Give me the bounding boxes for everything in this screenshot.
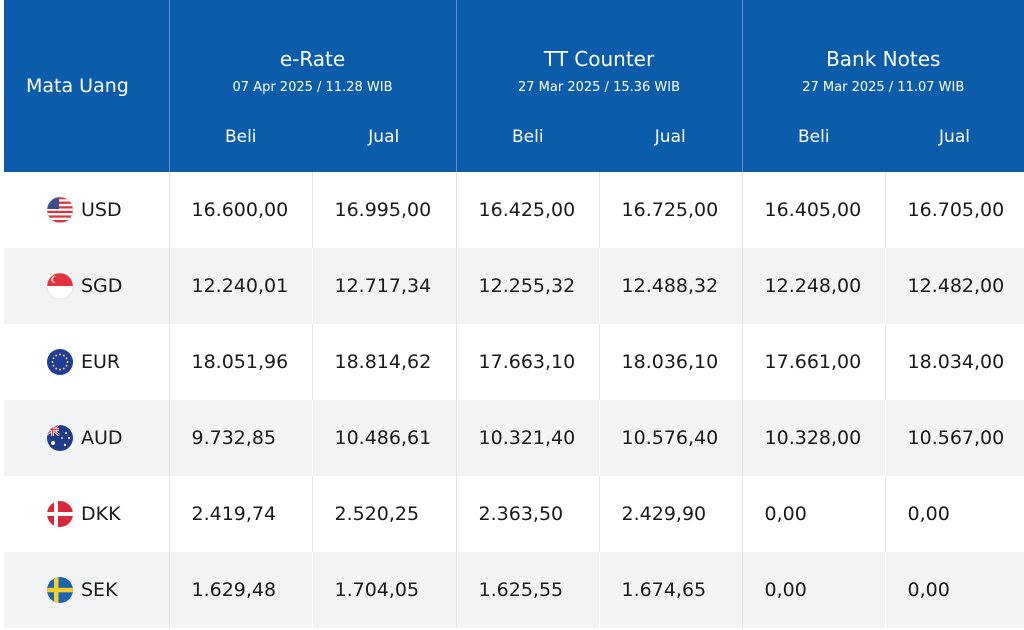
- e-rate-header: e-Rate 07 Apr 2025 / 11.28 WIB: [169, 0, 457, 102]
- bank-notes-sell-header: Jual: [885, 102, 1024, 172]
- tt-counter-sell-value: 2.429,90: [599, 476, 743, 552]
- currency-cell: USD: [4, 172, 170, 248]
- tt-counter-sell-value: 10.576,40: [599, 400, 743, 476]
- bank-notes-buy-value: 0,00: [742, 552, 886, 628]
- bank-notes-sell-value: 10.567,00: [885, 400, 1024, 476]
- group-title: TT Counter: [543, 47, 655, 71]
- tt-counter-buy-header: Beli: [456, 102, 600, 172]
- currency-cell: SGD: [4, 248, 170, 324]
- e-rate-buy-value: 16.600,00: [169, 172, 313, 248]
- e-rate-buy-header: Beli: [169, 102, 312, 172]
- exchange-rate-table: Mata Uang e-Rate 07 Apr 2025 / 11.28 WIB…: [4, 0, 1024, 628]
- bank-notes-buy-value: 16.405,00: [742, 172, 886, 248]
- currency-code: EUR: [81, 351, 121, 373]
- currency-column-header: Mata Uang: [4, 0, 170, 172]
- tt-counter-buy-value: 12.255,32: [456, 248, 600, 324]
- currency-cell: EUR: [4, 324, 170, 400]
- table-row: USD 16.600,00 16.995,00 16.425,00 16.725,00 1…: [4, 172, 1024, 248]
- e-rate-sell-value: 18.814,62: [312, 324, 457, 400]
- tt-counter-buy-value: 17.663,10: [456, 324, 600, 400]
- group-date: 27 Mar 2025 / 15.36 WIB: [518, 80, 681, 95]
- e-rate-buy-value: 1.629,48: [169, 552, 313, 628]
- currency-code: SGD: [81, 275, 123, 297]
- bank-notes-sell-value: 16.705,00: [885, 172, 1024, 248]
- tt-counter-sell-value: 18.036,10: [599, 324, 743, 400]
- e-rate-sell-value: 1.704,05: [312, 552, 457, 628]
- bank-notes-buy-value: 12.248,00: [742, 248, 886, 324]
- group-title: e-Rate: [279, 47, 346, 71]
- group-date: 27 Mar 2025 / 11.07 WIB: [802, 80, 965, 95]
- currency-cell: DKK: [4, 476, 170, 552]
- bank-notes-sell-value: 12.482,00: [885, 248, 1024, 324]
- bank-notes-buy-value: 0,00: [742, 476, 886, 552]
- e-rate-sell-value: 16.995,00: [312, 172, 457, 248]
- table-row: DKK 2.419,74 2.520,25 2.363,50 2.429,90 0,00 0…: [4, 476, 1024, 552]
- tt-counter-buy-value: 16.425,00: [456, 172, 600, 248]
- table-row: SGD 12.240,01 12.717,34 12.255,32 12.488,32 1…: [4, 248, 1024, 324]
- e-rate-sell-header: Jual: [312, 102, 457, 172]
- tt-counter-sell-value: 12.488,32: [599, 248, 743, 324]
- tt-counter-buy-value: 2.363,50: [456, 476, 600, 552]
- currency-code: AUD: [81, 427, 123, 449]
- australia-flag-icon: [46, 424, 74, 452]
- group-date: 07 Apr 2025 / 11.28 WIB: [232, 80, 393, 95]
- table-row: AUD 9.732,85 10.486,61 10.321,40 10.576,40 10…: [4, 400, 1024, 476]
- currency-cell: SEK: [4, 552, 170, 628]
- bank-notes-buy-header: Beli: [742, 102, 886, 172]
- bank-notes-sell-value: 0,00: [885, 552, 1024, 628]
- currency-cell: AUD: [4, 400, 170, 476]
- table-row: SEK 1.629,48 1.704,05 1.625,55 1.674,65 0,00 0…: [4, 552, 1024, 628]
- bank-notes-sell-value: 18.034,00: [885, 324, 1024, 400]
- e-rate-buy-value: 9.732,85: [169, 400, 313, 476]
- tt-counter-sell-value: 16.725,00: [599, 172, 743, 248]
- e-rate-sell-value: 10.486,61: [312, 400, 457, 476]
- e-rate-buy-value: 12.240,01: [169, 248, 313, 324]
- e-rate-buy-value: 18.051,96: [169, 324, 313, 400]
- e-rate-sell-value: 2.520,25: [312, 476, 457, 552]
- sweden-flag-icon: [46, 576, 74, 604]
- bank-notes-sell-value: 0,00: [885, 476, 1024, 552]
- bank-notes-buy-value: 17.661,00: [742, 324, 886, 400]
- table-header: Mata Uang e-Rate 07 Apr 2025 / 11.28 WIB…: [4, 0, 1024, 172]
- tt-counter-buy-value: 1.625,55: [456, 552, 600, 628]
- eu-flag-icon: [46, 348, 74, 376]
- currency-code: SEK: [81, 579, 118, 601]
- tt-counter-sell-value: 1.674,65: [599, 552, 743, 628]
- singapore-flag-icon: [46, 272, 74, 300]
- tt-counter-header: TT Counter 27 Mar 2025 / 15.36 WIB: [456, 0, 743, 102]
- table-row: EUR 18.051,96 18.814,62 17.663,10 18.036,10 1…: [4, 324, 1024, 400]
- currency-code: USD: [81, 199, 122, 221]
- e-rate-sell-value: 12.717,34: [312, 248, 457, 324]
- tt-counter-sell-header: Jual: [599, 102, 743, 172]
- group-title: Bank Notes: [826, 47, 941, 71]
- bank-notes-buy-value: 10.328,00: [742, 400, 886, 476]
- us-flag-icon: [46, 196, 74, 224]
- table-body: USD 16.600,00 16.995,00 16.425,00 16.725,00 1…: [4, 172, 1024, 628]
- e-rate-buy-value: 2.419,74: [169, 476, 313, 552]
- bank-notes-header: Bank Notes 27 Mar 2025 / 11.07 WIB: [742, 0, 1024, 102]
- tt-counter-buy-value: 10.321,40: [456, 400, 600, 476]
- currency-code: DKK: [81, 503, 121, 525]
- denmark-flag-icon: [46, 500, 74, 528]
